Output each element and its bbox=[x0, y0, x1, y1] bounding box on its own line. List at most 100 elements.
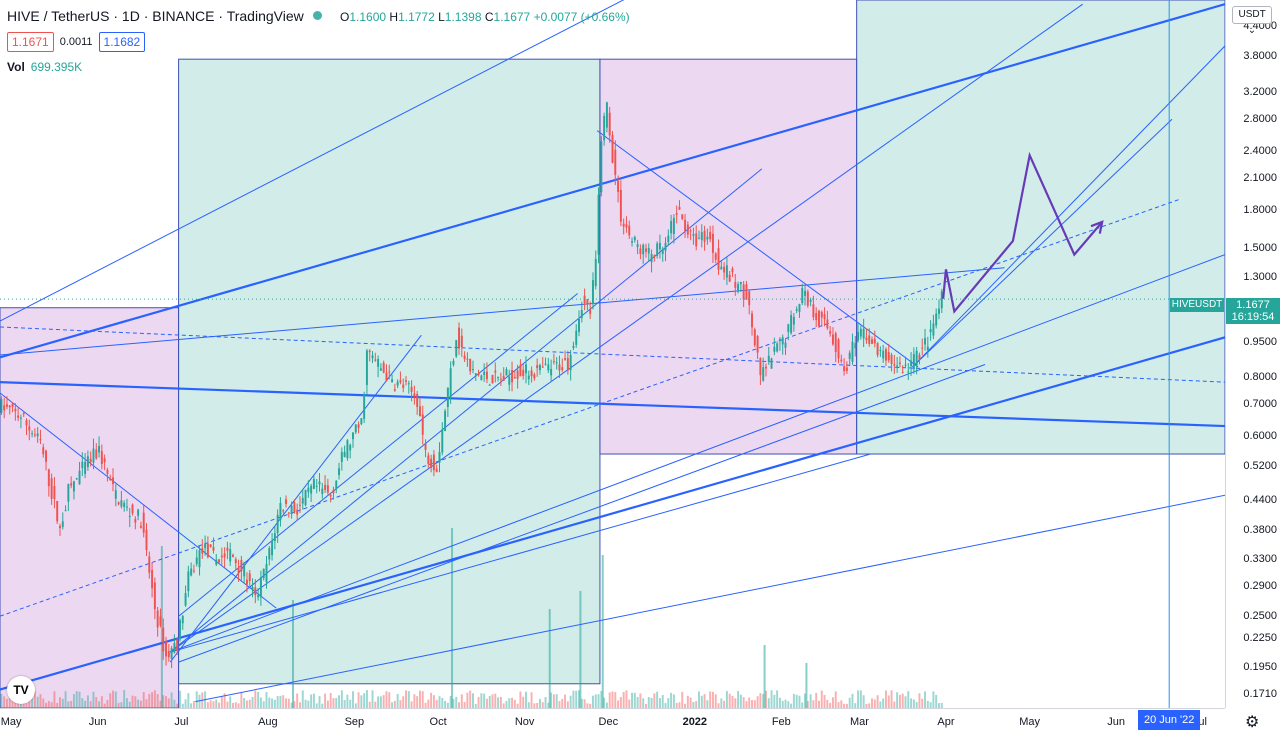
candle-body bbox=[834, 333, 837, 353]
volume-bar bbox=[840, 700, 843, 708]
candle-body bbox=[198, 550, 201, 568]
candle-body bbox=[117, 502, 120, 505]
price-chart[interactable] bbox=[0, 0, 1225, 708]
candle-body bbox=[742, 284, 745, 300]
candle-body bbox=[349, 444, 352, 451]
candle-body bbox=[156, 610, 159, 628]
volume-bar bbox=[739, 694, 742, 708]
volume-bar bbox=[424, 702, 427, 708]
volume-bar bbox=[480, 693, 483, 708]
volume-bar bbox=[711, 691, 714, 708]
volume-bar bbox=[586, 703, 589, 708]
buy-button[interactable]: 1.1682 bbox=[98, 32, 146, 52]
time-tick-label: Feb bbox=[771, 716, 791, 728]
candle-body bbox=[926, 346, 929, 351]
volume-bar bbox=[541, 702, 544, 708]
projection-path bbox=[942, 151, 1104, 314]
candle-body bbox=[22, 412, 25, 415]
candle-body bbox=[893, 364, 896, 366]
trendline bbox=[0, 0, 625, 322]
candle-body bbox=[416, 394, 419, 407]
volume-bar bbox=[39, 694, 42, 708]
volume-bar bbox=[611, 691, 614, 708]
candle-body bbox=[921, 347, 924, 349]
price-axis[interactable]: 4.4000 3.8000 3.2000 2.8000 2.4000 2.1000 1.80… bbox=[1225, 0, 1280, 708]
volume-bar bbox=[884, 690, 887, 708]
volume-bar bbox=[605, 702, 608, 708]
volume-bar bbox=[569, 695, 572, 708]
volume-bar bbox=[245, 700, 248, 708]
candle-body bbox=[737, 284, 740, 291]
time-tick-label: Apr bbox=[937, 716, 955, 728]
candle-body bbox=[698, 237, 700, 239]
candle-body bbox=[335, 480, 338, 490]
candle-body bbox=[901, 371, 904, 373]
volume-bar bbox=[564, 694, 567, 708]
price-tick-label: 0.7000 bbox=[1243, 398, 1277, 411]
price-tick-label: 0.1950 bbox=[1243, 661, 1277, 674]
currency-selector[interactable]: USDT ⌄ bbox=[1232, 6, 1272, 36]
volume-bar bbox=[17, 701, 20, 708]
candle-body bbox=[731, 268, 734, 273]
volume-bar bbox=[209, 700, 212, 708]
candle-body bbox=[938, 308, 940, 314]
volume-bar bbox=[720, 698, 723, 708]
volume-bar bbox=[871, 698, 873, 708]
candle-body bbox=[229, 549, 232, 562]
candle-body bbox=[645, 248, 647, 252]
time-axis[interactable]: May Jun Jul Aug Sep Oct Nov Dec 2022 Feb Mar Apr May… bbox=[0, 708, 1225, 744]
candle-body bbox=[826, 319, 829, 329]
volume-bar bbox=[187, 693, 190, 708]
candle-body bbox=[756, 336, 759, 353]
volume-bar bbox=[385, 691, 388, 708]
time-tick-label: Nov bbox=[514, 716, 535, 728]
sell-button[interactable]: 1.1671 bbox=[7, 32, 54, 52]
candle-body bbox=[633, 236, 636, 241]
volume-bar bbox=[181, 703, 184, 708]
candle-body bbox=[924, 338, 927, 345]
settings-gear-icon[interactable]: ⚙ bbox=[1245, 714, 1260, 731]
symbol-name[interactable]: HIVE / TetherUS bbox=[7, 8, 110, 24]
candle-body bbox=[664, 242, 667, 251]
price-tick-label: 2.4000 bbox=[1243, 144, 1277, 157]
candle-body bbox=[137, 509, 140, 516]
candle-body bbox=[402, 384, 405, 389]
volume-bar bbox=[714, 694, 717, 708]
zone-box-pink bbox=[599, 58, 858, 455]
candle-body bbox=[61, 521, 64, 528]
volume-bar bbox=[826, 699, 829, 708]
volume-bar bbox=[698, 691, 700, 708]
candle-body bbox=[650, 254, 653, 263]
volume-bar bbox=[142, 692, 145, 708]
volume-bar bbox=[33, 691, 36, 708]
candle-body bbox=[748, 291, 751, 306]
candle-body bbox=[112, 477, 114, 485]
volume-bar bbox=[232, 702, 234, 708]
volume-bar bbox=[748, 697, 751, 708]
volume-bar bbox=[614, 692, 617, 708]
time-tick-label: Sep bbox=[344, 716, 365, 728]
candle-body bbox=[547, 364, 550, 371]
candle-body bbox=[418, 406, 421, 417]
candle-body bbox=[17, 415, 20, 418]
candle-body bbox=[338, 468, 341, 476]
candle-body bbox=[511, 370, 514, 383]
volume-bar bbox=[340, 690, 343, 708]
volume-bar bbox=[195, 691, 198, 708]
volume-bar bbox=[78, 691, 81, 708]
volume-bar bbox=[834, 691, 837, 708]
candle-body bbox=[759, 358, 762, 376]
volume-bar bbox=[31, 698, 34, 708]
volume-bar bbox=[318, 696, 321, 708]
candle-body bbox=[385, 372, 388, 382]
price-tick-label: 0.2500 bbox=[1243, 610, 1277, 623]
volume-bar bbox=[647, 697, 650, 708]
chart-area[interactable] bbox=[0, 0, 1225, 708]
change-value: +0.0077 (+0.66%) bbox=[533, 10, 630, 24]
interval[interactable]: 1D bbox=[121, 8, 140, 24]
tradingview-logo[interactable]: TV bbox=[7, 676, 35, 704]
candle-body bbox=[28, 426, 31, 431]
volume-bar bbox=[631, 692, 634, 708]
candle-body bbox=[282, 510, 285, 512]
volume-bar bbox=[391, 702, 394, 708]
